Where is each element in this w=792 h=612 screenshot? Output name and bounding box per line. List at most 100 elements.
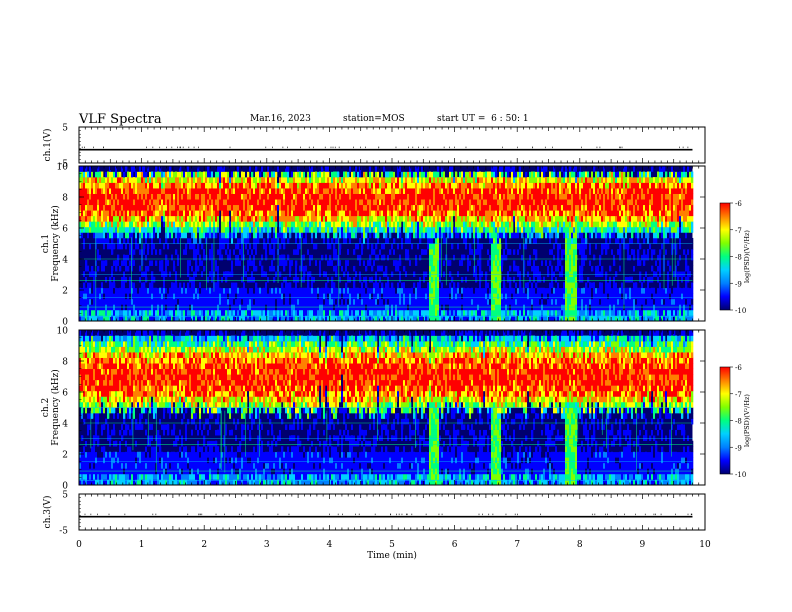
spectrogram-cell xyxy=(121,188,124,194)
spectrogram-cell xyxy=(169,215,172,222)
spectrogram-cell xyxy=(85,276,88,283)
spectrogram-cell xyxy=(225,171,228,178)
spectrogram-cell xyxy=(401,199,404,206)
spectrogram-cell xyxy=(105,232,108,239)
spectrogram-cell xyxy=(353,221,356,228)
spectrogram-cell xyxy=(83,210,86,217)
spectrogram-cell xyxy=(395,282,398,289)
spectrogram-cell xyxy=(197,226,200,233)
spectrogram-cell xyxy=(79,221,82,228)
spectrogram-cell xyxy=(207,260,210,266)
spectrogram-cell xyxy=(143,182,146,189)
spectrogram-cell xyxy=(105,237,108,244)
spectrogram-cell xyxy=(211,243,214,250)
spectrogram-cell xyxy=(433,193,436,200)
spectrogram-cell xyxy=(417,287,420,294)
spectrogram-cell xyxy=(211,276,214,283)
spectrogram-cell xyxy=(371,293,374,300)
spectrogram-cell xyxy=(179,193,182,200)
spectrogram-cell xyxy=(199,293,202,300)
spectrogram-cell xyxy=(311,298,314,305)
spectrogram-cell xyxy=(303,193,306,200)
spectrogram-cell xyxy=(327,254,330,261)
spectrogram-cell xyxy=(283,182,286,189)
spectrogram-cell xyxy=(157,293,160,300)
spectrogram-cell xyxy=(355,309,358,316)
spectrogram-cell xyxy=(93,309,96,316)
spectrogram-cell xyxy=(353,265,356,272)
spectrogram-cell xyxy=(115,188,118,194)
spectrogram-cell xyxy=(327,171,330,178)
spectrogram-cell xyxy=(249,226,252,233)
spectrogram-cell xyxy=(189,221,192,228)
spectrogram-cell xyxy=(141,171,144,178)
spectrogram-cell xyxy=(337,182,340,189)
spectrogram-cell xyxy=(297,199,300,206)
spectrogram-cell xyxy=(191,204,194,211)
spectrogram-cell xyxy=(295,271,298,278)
spectrogram-cell xyxy=(121,204,124,211)
spectrogram-cell xyxy=(403,243,406,250)
spectrogram-cell xyxy=(445,315,448,322)
spectrogram-cell xyxy=(229,293,232,300)
spectrogram-cell xyxy=(183,221,186,228)
spectrogram-cell xyxy=(297,309,300,316)
spectrogram-cell xyxy=(99,210,102,217)
spectrogram-cell xyxy=(375,254,378,261)
spectrogram-cell xyxy=(351,204,354,211)
spectrogram-cell xyxy=(149,204,152,211)
spectrogram-cell xyxy=(427,166,430,172)
spectrogram-cell xyxy=(95,204,98,211)
spectrogram-cell xyxy=(147,215,150,222)
spectrogram-cell xyxy=(339,204,342,211)
spectrogram-cell xyxy=(81,226,84,233)
spectrogram-cell xyxy=(157,249,160,255)
spectrogram-cell xyxy=(421,171,424,178)
spectrogram-cell xyxy=(283,260,286,266)
spectrogram-cell xyxy=(449,166,452,172)
spectrogram-cell xyxy=(365,265,368,272)
spectrogram-cell xyxy=(335,193,338,200)
spectrogram-cell xyxy=(453,193,456,200)
spectrogram-cell xyxy=(297,193,300,200)
spectrogram-cell xyxy=(447,232,450,239)
spectrogram-cell xyxy=(263,193,266,200)
spectrogram-cell xyxy=(295,171,298,178)
spectrogram-cell xyxy=(137,237,140,244)
spectrogram-cell xyxy=(279,182,282,189)
spectrogram-cell xyxy=(103,199,106,206)
spectrogram-cell xyxy=(279,249,282,255)
spectrogram-cell xyxy=(353,226,356,233)
spectrogram-cell xyxy=(233,226,236,233)
spectrogram-cell xyxy=(435,287,438,294)
spectrogram-cell xyxy=(389,287,392,294)
spectrogram-cell xyxy=(223,282,226,289)
spectrogram-cell xyxy=(133,177,136,183)
spectrogram-cell xyxy=(281,199,284,206)
spectrogram-cell xyxy=(319,298,322,305)
spectrogram-cell xyxy=(101,271,104,278)
spectrogram-cell xyxy=(181,276,184,283)
spectrogram-cell xyxy=(319,210,322,217)
spectrogram-cell xyxy=(137,287,140,294)
spectrogram-cell xyxy=(241,293,244,300)
spectrogram-cell xyxy=(283,199,286,206)
spectrogram-cell xyxy=(185,221,188,228)
spectrogram-cell xyxy=(137,210,140,217)
spectrogram-cell xyxy=(79,293,82,300)
spectrogram-cell xyxy=(217,210,220,217)
spectrogram-cell xyxy=(427,260,430,266)
spectrogram-cell xyxy=(285,282,288,289)
spectrogram-cell xyxy=(127,293,130,300)
spectrogram-cell xyxy=(407,193,410,200)
spectrogram-cell xyxy=(279,193,282,200)
spectrogram-cell xyxy=(139,271,142,278)
spectrogram-cell xyxy=(103,215,106,222)
spectrogram-cell xyxy=(389,293,392,300)
spectrogram-cell xyxy=(163,226,166,233)
spectrogram-cell xyxy=(395,215,398,222)
spectrogram-cell xyxy=(271,210,274,217)
spectrogram-cell xyxy=(227,309,230,316)
spectrogram-cell xyxy=(165,265,168,272)
spectrogram-cell xyxy=(289,271,292,278)
